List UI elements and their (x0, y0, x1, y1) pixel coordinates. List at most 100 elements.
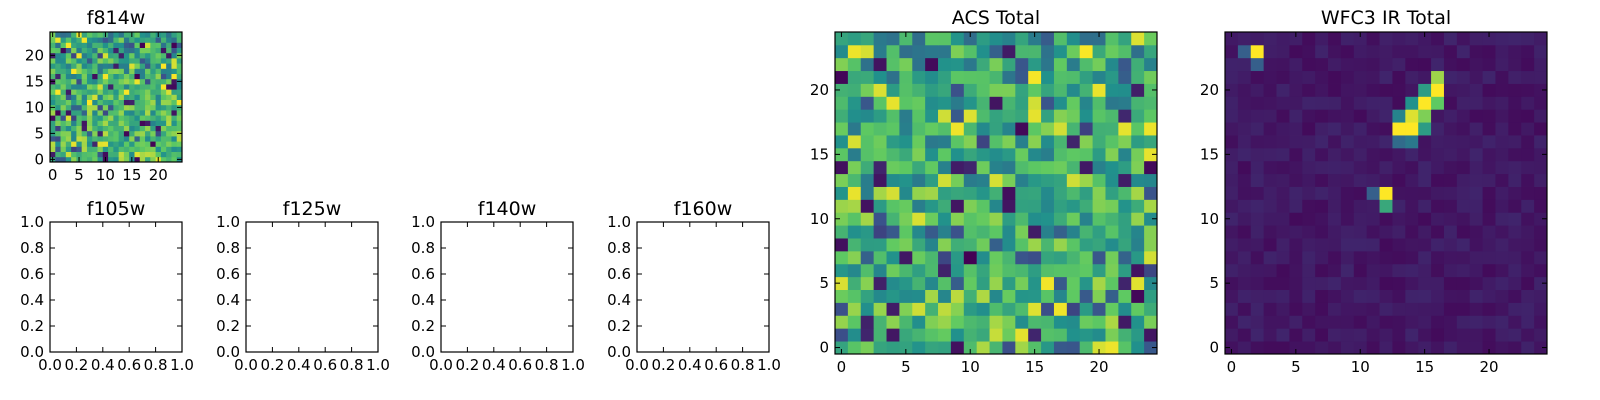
panel-f814w-cell (150, 110, 156, 116)
panel-acs-total-cell (847, 341, 862, 355)
panel-acs-total-cell (912, 328, 926, 342)
panel-wfc3-ir-total-cell (1328, 276, 1342, 290)
panel-acs-total-cell (886, 341, 900, 355)
panel-wfc3-ir-total-cell (1250, 109, 1265, 123)
panel-acs-total-cell (925, 302, 939, 316)
panel-f814w-cell (97, 151, 104, 158)
panel-f814w-cell (71, 141, 77, 147)
panel-acs-total-cell (1053, 328, 1068, 342)
panel-acs-total-cell (1131, 57, 1145, 72)
panel-f814w-cell (171, 104, 178, 111)
panel-acs-total-cell (1028, 32, 1042, 46)
panel-f814w-cell (171, 151, 178, 158)
panel-acs-total-cell (1002, 212, 1016, 226)
panel-f814w-cell (55, 58, 61, 64)
panel-wfc3-ir-total-cell (1276, 57, 1290, 72)
panel-f814w-cell (134, 136, 141, 142)
panel-acs-total-cell (886, 225, 900, 239)
panel-f814w-cell (108, 94, 114, 100)
panel-wfc3-ir-total-cell (1237, 328, 1252, 342)
panel-wfc3-ir-total-cell (1456, 276, 1471, 290)
panel-f814w-cell (102, 47, 109, 54)
panel-acs-total-cell (1028, 44, 1042, 59)
panel-f814w-cell (129, 146, 135, 152)
panel-acs-total-cell (1053, 238, 1068, 252)
panel-f140w-ytick-label: 0.4 (411, 291, 435, 309)
panel-acs-total-cell (950, 289, 965, 303)
panel-acs-total-cell (1131, 328, 1145, 342)
panel-f814w-cell (86, 52, 93, 59)
panel-wfc3-ir-total-cell (1431, 250, 1445, 265)
panel-wfc3-ir-total-cell (1521, 32, 1535, 46)
panel-f814w-cell (81, 130, 88, 137)
panel-acs-total-cell (1144, 57, 1158, 72)
panel-f814w-cell (145, 130, 151, 137)
panel-wfc3-ir-total-cell (1353, 276, 1368, 290)
panel-wfc3-ir-total-cell (1225, 250, 1239, 265)
panel-f814w-cell (155, 110, 162, 116)
panel-f814w-cell (50, 94, 56, 100)
panel-f105w-ytick-label: 0.8 (20, 239, 44, 257)
panel-acs-total-cell (1092, 96, 1106, 110)
panel-f814w-cell (123, 110, 130, 116)
panel-acs-total-cell (1053, 315, 1068, 329)
panel-f814w-cell (55, 37, 61, 43)
panel-f814w-cell (145, 99, 151, 106)
panel-acs-total-cell (1041, 173, 1055, 187)
panel-wfc3-ir-total-cell (1392, 57, 1406, 72)
panel-f814w-cell (134, 125, 141, 132)
panel-f814w-cell (160, 151, 167, 158)
panel-wfc3-ir-total-cell (1405, 289, 1419, 303)
panel-f814w-cell (123, 52, 130, 59)
panel-acs-total-cell (1015, 341, 1029, 355)
panel-acs-total-cell (963, 199, 978, 213)
panel-f814w-cell (129, 73, 135, 80)
panel-acs-total-cell (912, 147, 926, 162)
panel-f814w-cell (97, 99, 104, 106)
panel-wfc3-ir-total-cell (1456, 186, 1471, 200)
panel-wfc3-ir-total-cell (1456, 238, 1471, 252)
panel-acs-total-cell (1092, 135, 1106, 149)
panel-wfc3-ir-total-cell (1366, 70, 1380, 84)
panel-acs-total-cell (950, 83, 965, 97)
panel-f814w-cell (76, 52, 83, 59)
panel-acs-total-cell (1066, 83, 1081, 97)
panel-wfc3-ir-total-cell (1250, 315, 1265, 329)
panel-wfc3-ir-total-cell (1456, 44, 1471, 59)
panel-wfc3-ir-total-cell (1289, 122, 1303, 136)
panel-wfc3-ir-total-cell (1521, 212, 1535, 226)
panel-f814w-cell (155, 99, 162, 106)
panel-f814w-cell (113, 156, 120, 163)
panel-acs-total-cell (963, 212, 978, 226)
panel-acs-total-cell (835, 250, 849, 265)
panel-acs-total-cell (1041, 263, 1055, 278)
panel-f814w-cell (129, 63, 135, 69)
panel-f814w-cell (65, 156, 72, 163)
panel-acs-total-cell (847, 186, 862, 200)
panel-wfc3-ir-total-cell (1418, 250, 1432, 265)
panel-wfc3-ir-total-cell (1443, 315, 1458, 329)
panel-acs-total-cell (886, 238, 900, 252)
panel-f814w-cell (60, 68, 67, 74)
panel-wfc3-ir-total-cell (1521, 289, 1535, 303)
panel-f814w-cell (97, 42, 104, 48)
panel-wfc3-ir-total-cell (1418, 263, 1432, 278)
panel-wfc3-ir-total-cell (1431, 44, 1445, 59)
panel-wfc3-ir-total-cell (1225, 212, 1239, 226)
panel-acs-total-cell (976, 122, 990, 136)
panel-f814w-cell (60, 47, 67, 54)
panel-wfc3-ir-total-cell (1328, 225, 1342, 239)
panel-f814w-cell (118, 89, 125, 95)
panel-f814w-cell (150, 84, 156, 90)
panel-f814w-cell (76, 99, 83, 106)
panel-wfc3-ir-total-cell (1263, 135, 1277, 149)
panel-acs-total-cell (1028, 70, 1042, 84)
panel-acs-total-cell (847, 160, 862, 175)
panel-acs-total-cell (1015, 135, 1029, 149)
panel-wfc3-ir-total-cell (1315, 212, 1329, 226)
panel-wfc3-ir-total-cell (1237, 122, 1252, 136)
panel-f160w-xtick-label: 0.0 (625, 356, 649, 374)
panel-acs-total-cell (1144, 44, 1158, 59)
panel-acs-total-cell (1066, 276, 1081, 290)
panel-acs-total-cell (1028, 199, 1042, 213)
